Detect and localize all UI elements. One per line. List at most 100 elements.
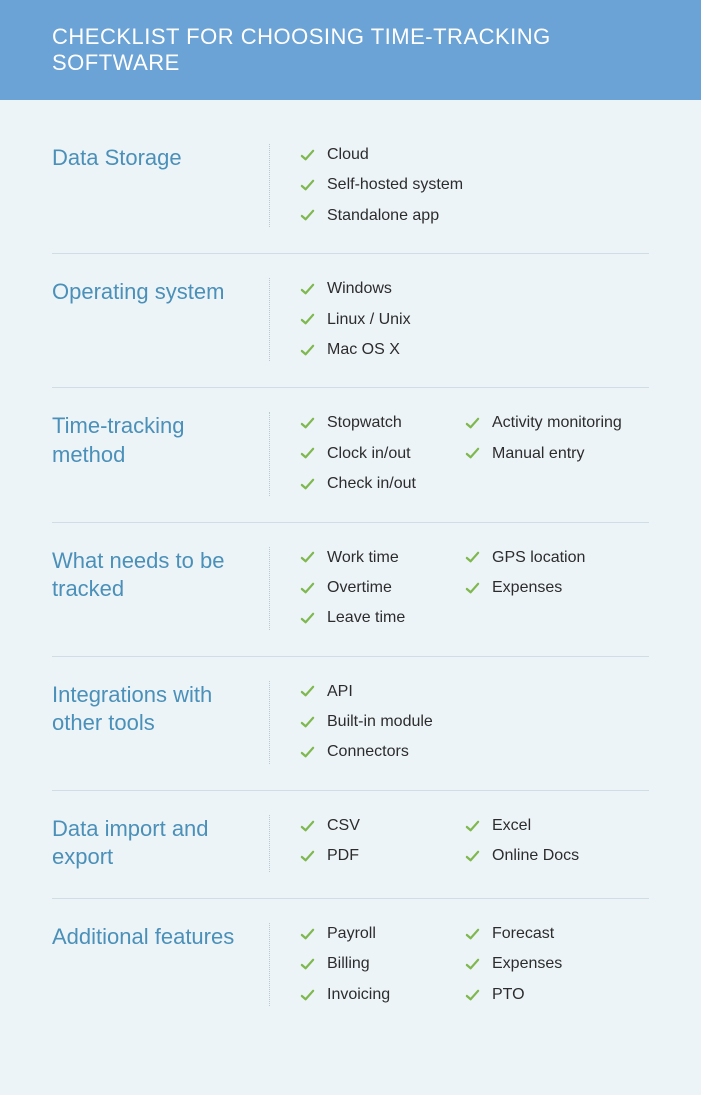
section-title: Additional features bbox=[52, 923, 270, 1006]
item-label: Forecast bbox=[492, 923, 554, 945]
checklist-section: Integrations with other toolsAPIBuilt-in… bbox=[52, 657, 649, 791]
item-label: Self-hosted system bbox=[327, 174, 463, 196]
check-icon bbox=[300, 343, 315, 358]
item-label: Overtime bbox=[327, 577, 392, 599]
section-items: API Built-in module Connectors bbox=[270, 681, 649, 764]
item-label: API bbox=[327, 681, 353, 703]
item-column: Excel Online Docs bbox=[465, 815, 649, 872]
check-icon bbox=[465, 988, 480, 1003]
check-icon bbox=[300, 988, 315, 1003]
check-icon bbox=[465, 581, 480, 596]
checklist-section: What needs to be trackedWork timeOvertim… bbox=[52, 523, 649, 657]
page-title: CHECKLIST FOR CHOOSING TIME-TRACKING SOF… bbox=[52, 24, 649, 76]
item-column: Forecast Expenses PTO bbox=[465, 923, 649, 1006]
item-label: Standalone app bbox=[327, 205, 439, 227]
section-title: Data Storage bbox=[52, 144, 270, 227]
check-icon bbox=[300, 957, 315, 972]
item-label: Mac OS X bbox=[327, 339, 400, 361]
check-icon bbox=[300, 927, 315, 942]
checklist-item: Online Docs bbox=[465, 845, 649, 867]
item-label: Payroll bbox=[327, 923, 376, 945]
checklist-item: Check in/out bbox=[300, 473, 465, 495]
checklist-item: Payroll bbox=[300, 923, 465, 945]
check-icon bbox=[465, 957, 480, 972]
checklist-item: Billing bbox=[300, 953, 465, 975]
checklist-item: Clock in/out bbox=[300, 443, 465, 465]
checklist-item: Excel bbox=[465, 815, 649, 837]
item-label: Built-in module bbox=[327, 711, 433, 733]
item-label: Connectors bbox=[327, 741, 409, 763]
checklist-item: CSV bbox=[300, 815, 465, 837]
item-label: Excel bbox=[492, 815, 531, 837]
checklist-item: Manual entry bbox=[465, 443, 649, 465]
checklist-section: Time-tracking methodStopwatchClock in/ou… bbox=[52, 388, 649, 522]
item-label: Work time bbox=[327, 547, 399, 569]
item-label: Windows bbox=[327, 278, 392, 300]
item-label: Linux / Unix bbox=[327, 309, 411, 331]
check-icon bbox=[300, 446, 315, 461]
section-items: Work time Overtime Leave time GPS location E… bbox=[270, 547, 649, 630]
checklist-item: Connectors bbox=[300, 741, 465, 763]
check-icon bbox=[300, 282, 315, 297]
section-items: Stopwatch Clock in/out Check in/out Activit… bbox=[270, 412, 649, 495]
checklist-item: Work time bbox=[300, 547, 465, 569]
item-label: Activity monitoring bbox=[492, 412, 622, 434]
item-column: Windows Linux / Unix Mac OS X bbox=[300, 278, 465, 361]
checklist-item: Windows bbox=[300, 278, 465, 300]
checklist-item: Standalone app bbox=[300, 205, 465, 227]
check-icon bbox=[300, 477, 315, 492]
header: CHECKLIST FOR CHOOSING TIME-TRACKING SOF… bbox=[0, 0, 701, 100]
item-label: CSV bbox=[327, 815, 360, 837]
check-icon bbox=[300, 148, 315, 163]
checklist-item: Linux / Unix bbox=[300, 309, 465, 331]
check-icon bbox=[465, 446, 480, 461]
check-icon bbox=[300, 178, 315, 193]
item-column: CSV PDF bbox=[300, 815, 465, 872]
check-icon bbox=[300, 550, 315, 565]
check-icon bbox=[300, 715, 315, 730]
item-column: CloudSelf-hosted systemStandalone app bbox=[300, 144, 465, 227]
section-items: CloudSelf-hosted systemStandalone app bbox=[270, 144, 649, 227]
check-icon bbox=[465, 550, 480, 565]
check-icon bbox=[300, 611, 315, 626]
checklist-item: Expenses bbox=[465, 953, 649, 975]
item-column: Stopwatch Clock in/out Check in/out bbox=[300, 412, 465, 495]
checklist-content: Data StorageCloudSelf-hosted systemStand… bbox=[0, 100, 701, 1072]
item-label: Billing bbox=[327, 953, 370, 975]
checklist-section: Operating system Windows Linux / Unix Mac O… bbox=[52, 254, 649, 388]
item-column: Work time Overtime Leave time bbox=[300, 547, 465, 630]
item-label: PTO bbox=[492, 984, 525, 1006]
check-icon bbox=[465, 927, 480, 942]
check-icon bbox=[300, 819, 315, 834]
checklist-item: Leave time bbox=[300, 607, 465, 629]
check-icon bbox=[300, 745, 315, 760]
check-icon bbox=[465, 849, 480, 864]
item-label: Stopwatch bbox=[327, 412, 402, 434]
item-label: Manual entry bbox=[492, 443, 585, 465]
checklist-section: Data import and export CSV PDF Excel Online … bbox=[52, 791, 649, 899]
item-label: Invoicing bbox=[327, 984, 390, 1006]
checklist-item: Stopwatch bbox=[300, 412, 465, 434]
check-icon bbox=[465, 819, 480, 834]
check-icon bbox=[300, 581, 315, 596]
item-label: Online Docs bbox=[492, 845, 579, 867]
checklist-item: Overtime bbox=[300, 577, 465, 599]
checklist-item: PTO bbox=[465, 984, 649, 1006]
checklist-item: PDF bbox=[300, 845, 465, 867]
item-column: Payroll Billing Invoicing bbox=[300, 923, 465, 1006]
section-title: Operating system bbox=[52, 278, 270, 361]
checklist-item: Expenses bbox=[465, 577, 649, 599]
section-title: Data import and export bbox=[52, 815, 270, 872]
checklist-item: Forecast bbox=[465, 923, 649, 945]
checklist-section: Data StorageCloudSelf-hosted systemStand… bbox=[52, 120, 649, 254]
item-label: Clock in/out bbox=[327, 443, 411, 465]
checklist-item: GPS location bbox=[465, 547, 649, 569]
section-items: Windows Linux / Unix Mac OS X bbox=[270, 278, 649, 361]
check-icon bbox=[300, 416, 315, 431]
item-column: GPS location Expenses bbox=[465, 547, 649, 630]
checklist-item: API bbox=[300, 681, 465, 703]
item-label: Expenses bbox=[492, 577, 562, 599]
item-label: GPS location bbox=[492, 547, 585, 569]
item-label: Leave time bbox=[327, 607, 405, 629]
checklist-item: Self-hosted system bbox=[300, 174, 465, 196]
